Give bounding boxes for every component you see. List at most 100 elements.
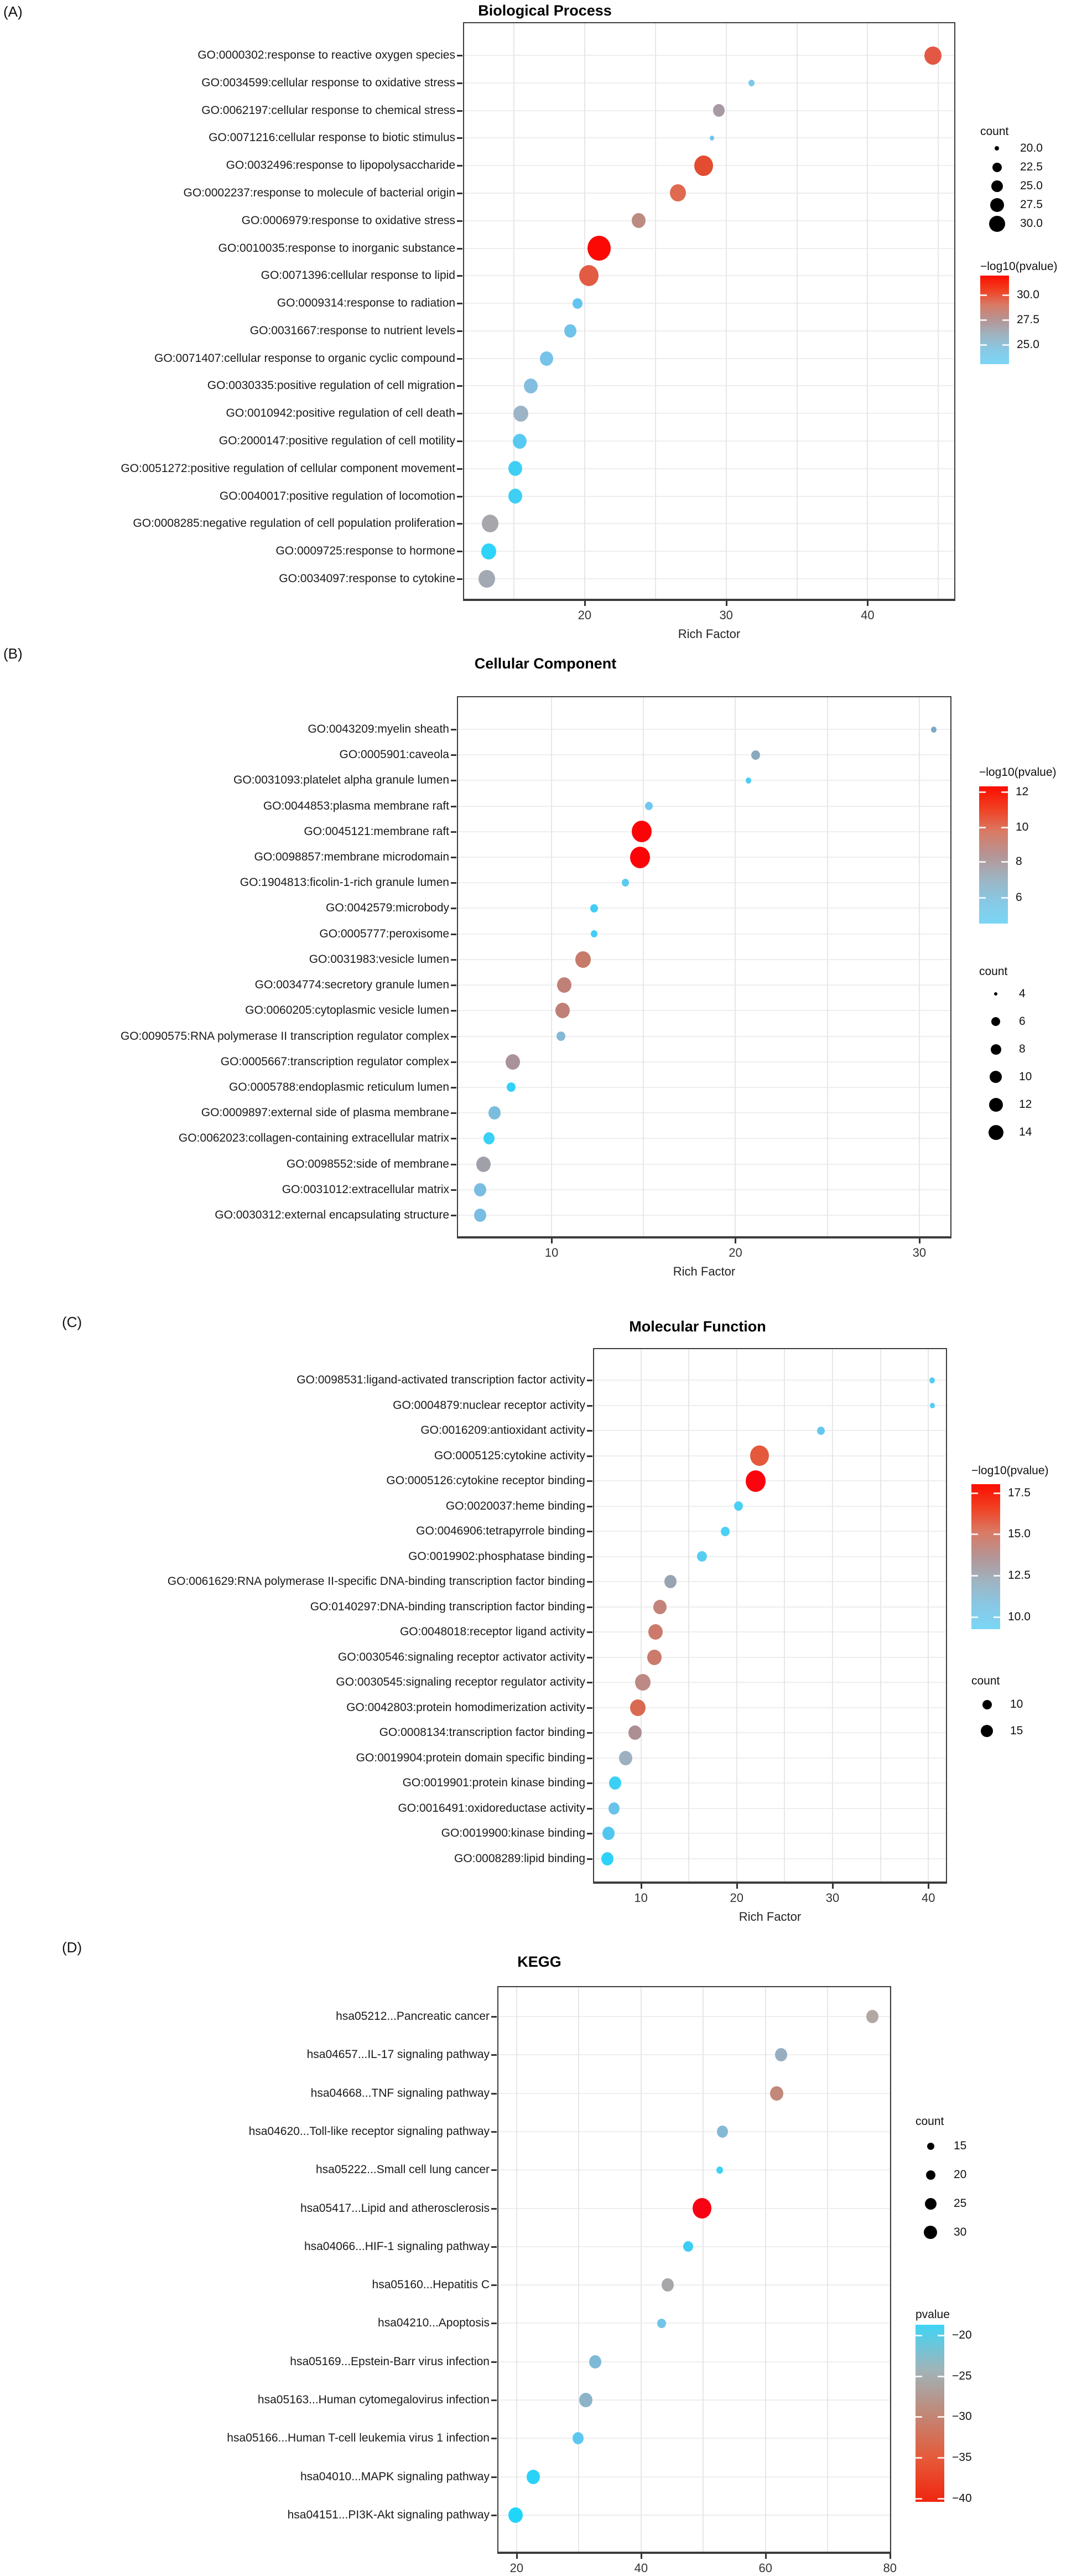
y-axis-label: GO:0098531:ligand-activated transcriptio… bbox=[297, 1373, 585, 1386]
data-point bbox=[508, 489, 523, 504]
y-axis-label: GO:0030335:positive regulation of cell m… bbox=[207, 379, 455, 392]
gridline-horizontal bbox=[457, 1138, 951, 1139]
x-axis-tick-label: 40 bbox=[634, 2561, 648, 2575]
legend-count-label: 15 bbox=[1010, 1724, 1023, 1737]
y-axis-label: GO:0009897:external side of plasma membr… bbox=[201, 1106, 449, 1119]
gridline-horizontal bbox=[457, 958, 951, 960]
y-axis-tick bbox=[451, 908, 456, 910]
y-axis-label: GO:0043209:myelin sheath bbox=[308, 723, 449, 735]
y-axis-label: GO:0019900:kinase binding bbox=[441, 1827, 585, 1840]
gridline-horizontal bbox=[593, 1656, 947, 1658]
gridline-horizontal bbox=[463, 275, 955, 277]
y-axis-tick bbox=[457, 523, 462, 525]
gridline-horizontal bbox=[593, 1505, 947, 1507]
y-axis-tick bbox=[491, 2246, 497, 2248]
data-point bbox=[483, 1132, 495, 1145]
gridline-vertical bbox=[832, 1348, 834, 1884]
y-axis-label: GO:0005777:peroxisome bbox=[319, 927, 449, 940]
legend-colorbar-tick bbox=[938, 2457, 944, 2459]
gridline-horizontal bbox=[457, 1061, 951, 1062]
y-axis-label: GO:0005667:transcription regulator compl… bbox=[220, 1055, 449, 1068]
legend-colorbar-tick bbox=[971, 1533, 978, 1536]
gridline-vertical bbox=[516, 1986, 517, 2554]
legend-count-label: 20.0 bbox=[1020, 142, 1043, 154]
y-axis-tick bbox=[457, 357, 462, 360]
gridline-vertical bbox=[643, 696, 644, 1238]
legend-colorbar-tick bbox=[980, 344, 987, 346]
y-axis-label: GO:0071396:cellular response to lipid bbox=[261, 269, 455, 282]
y-axis-label: GO:0005788:endoplasmic reticulum lumen bbox=[228, 1080, 449, 1093]
gridline-horizontal bbox=[497, 2438, 891, 2439]
data-point bbox=[579, 265, 599, 287]
y-axis-tick bbox=[587, 1833, 592, 1835]
y-axis-tick bbox=[457, 440, 462, 443]
legend-colorbar-tick bbox=[994, 1492, 1000, 1494]
data-point bbox=[590, 930, 597, 938]
x-axis-tick-label: 20 bbox=[729, 1246, 742, 1260]
y-axis-tick bbox=[587, 1531, 592, 1533]
y-axis-label: GO:0098552:side of membrane bbox=[286, 1157, 449, 1170]
data-point bbox=[564, 324, 577, 338]
data-point bbox=[746, 1470, 766, 1492]
y-axis-tick bbox=[457, 82, 462, 84]
x-axis-tick-label: 10 bbox=[634, 1891, 648, 1905]
panel-title: KEGG bbox=[517, 1953, 561, 1970]
legend-count-dot bbox=[990, 1044, 1001, 1055]
gridline-horizontal bbox=[497, 2515, 891, 2516]
y-axis-label: hsa04668...TNF signaling pathway bbox=[310, 2086, 490, 2100]
legend-colorbar-label: 17.5 bbox=[1008, 1486, 1031, 1499]
y-axis-tick bbox=[457, 137, 462, 139]
y-axis-label: hsa05160...Hepatitis C bbox=[372, 2278, 490, 2292]
gridline-vertical bbox=[513, 22, 515, 601]
y-axis-tick bbox=[491, 2092, 497, 2095]
gridline-horizontal bbox=[457, 882, 951, 884]
x-axis-tick-label: 10 bbox=[544, 1246, 559, 1260]
y-axis-label: GO:0010035:response to inorganic substan… bbox=[218, 241, 455, 255]
gridline-horizontal bbox=[593, 1455, 947, 1457]
legend-colorbar-tick bbox=[979, 791, 986, 793]
legend-count-title: count bbox=[971, 1675, 1000, 1687]
legend-colorbar-label: −25 bbox=[952, 2369, 972, 2382]
y-axis-tick bbox=[587, 1807, 592, 1810]
y-axis-label: hsa05163...Human cytomegalovirus infecti… bbox=[257, 2393, 490, 2407]
legend-count-dot bbox=[992, 162, 1002, 172]
x-axis-tick bbox=[736, 1884, 738, 1889]
y-axis-label: GO:0030546:signaling receptor activator … bbox=[337, 1650, 585, 1663]
legend-count-dot bbox=[991, 180, 1003, 192]
legend-colorbar-tick bbox=[1001, 861, 1008, 863]
data-point bbox=[648, 1624, 663, 1640]
y-axis-label: GO:0010942:positive regulation of cell d… bbox=[226, 407, 455, 420]
y-axis-tick bbox=[587, 1404, 592, 1407]
y-axis-tick bbox=[457, 303, 462, 305]
legend-count-title: count bbox=[979, 965, 1008, 978]
legend-color-title: pvalue bbox=[916, 2308, 950, 2321]
gridline-horizontal bbox=[463, 303, 955, 304]
data-point bbox=[507, 1082, 516, 1092]
y-axis-label: GO:0004879:nuclear receptor activity bbox=[393, 1398, 585, 1412]
data-point bbox=[750, 1445, 769, 1466]
legend-colorbar-tick bbox=[980, 294, 987, 297]
data-point bbox=[745, 777, 751, 784]
legend-colorbar-tick bbox=[979, 861, 986, 863]
gridline-horizontal bbox=[457, 1163, 951, 1165]
gridline-vertical bbox=[938, 22, 939, 601]
y-axis-label: GO:2000147:positive regulation of cell m… bbox=[219, 434, 455, 448]
y-axis-tick bbox=[457, 578, 462, 580]
legend-count-label: 14 bbox=[1019, 1126, 1032, 1138]
legend-colorbar-tick bbox=[994, 1575, 1000, 1577]
legend-colorbar bbox=[916, 2325, 944, 2502]
x-axis-tick bbox=[867, 601, 869, 606]
legend-colorbar-label: −40 bbox=[952, 2491, 972, 2505]
gridline-horizontal bbox=[463, 468, 955, 469]
legend-colorbar-label: 6 bbox=[1016, 890, 1022, 904]
gridline-horizontal bbox=[463, 413, 955, 414]
y-axis-tick bbox=[587, 1732, 592, 1734]
gridline-vertical bbox=[827, 1986, 829, 2554]
gridline-horizontal bbox=[463, 82, 955, 84]
data-point bbox=[710, 135, 715, 141]
gridline-horizontal bbox=[497, 2323, 891, 2324]
y-axis-tick bbox=[451, 1215, 456, 1216]
legend-count-label: 22.5 bbox=[1020, 160, 1043, 173]
gridline-horizontal bbox=[593, 1807, 947, 1809]
gridline-vertical bbox=[703, 1986, 704, 2554]
